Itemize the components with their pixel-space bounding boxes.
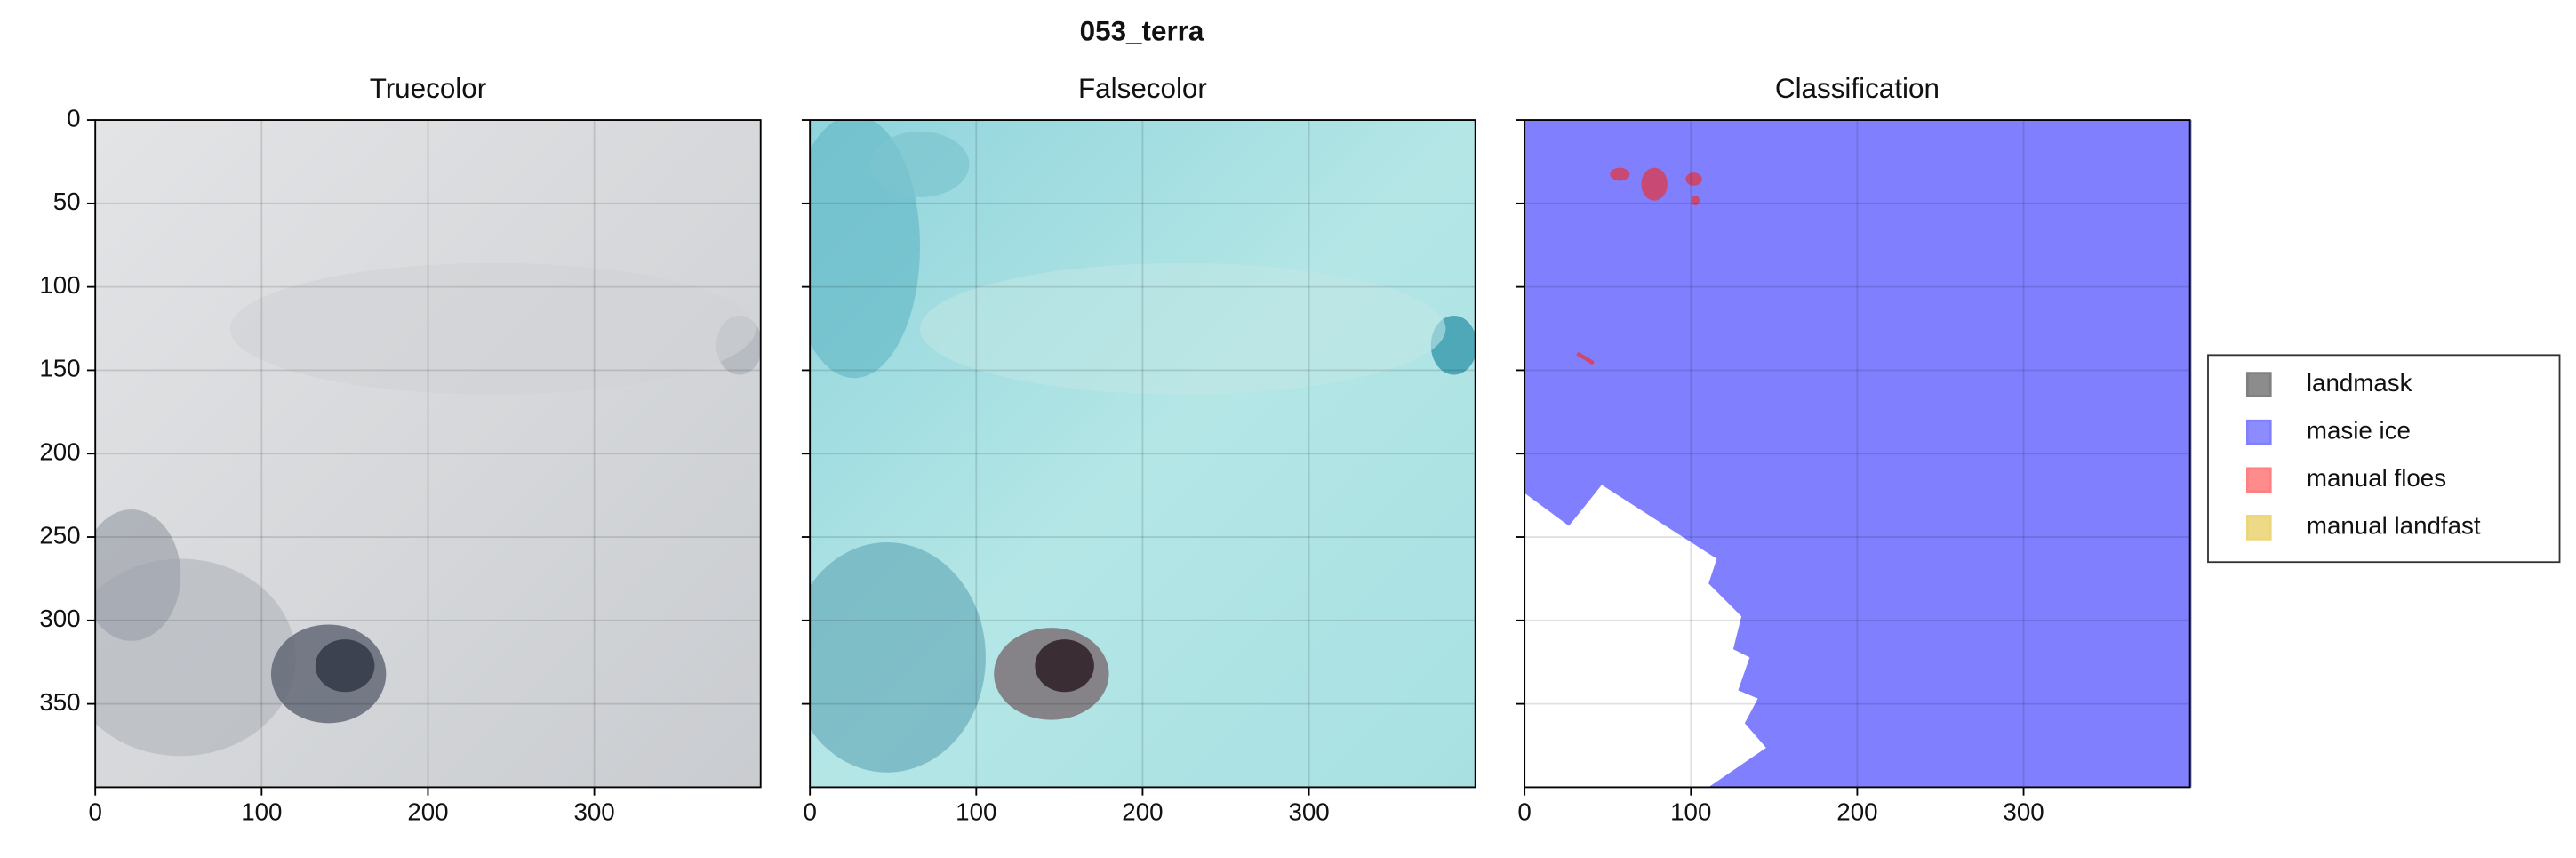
classification-image [1524,120,2192,788]
x-tick-label: 300 [1288,798,1329,825]
x-tick-label: 200 [1836,798,1877,825]
y-tick-label: 100 [39,271,80,299]
legend-label: landmask [2307,369,2412,397]
y-tick-label: 200 [39,438,80,466]
legend-label: manual floes [2307,464,2446,492]
falsecolor-image [810,120,1476,788]
panel-frame [809,119,1476,789]
x-tick-label: 200 [407,798,448,825]
legend-swatch [2245,419,2272,445]
y-tick-label: 300 [39,605,80,632]
panel-title: Truecolor [370,73,486,104]
panel-title: Classification [1775,73,1940,104]
x-tick-label: 200 [1122,798,1163,825]
panel-frame [1524,119,2191,789]
x-tick-label: 300 [573,798,614,825]
x-tick-label: 0 [803,798,816,825]
x-tick-label: 0 [88,798,101,825]
legend-label: manual landfast [2307,512,2481,540]
panel-title: Falsecolor [1078,73,1207,104]
legend-swatch [2245,467,2272,493]
figure-title: 053_terra [1080,15,1204,46]
x-tick-label: 100 [956,798,996,825]
y-tick-label: 350 [39,688,80,716]
legend-swatch [2245,372,2272,397]
panel-frame [94,119,762,789]
y-tick-label: 0 [67,104,80,132]
x-tick-label: 100 [241,798,282,825]
x-tick-label: 0 [1517,798,1531,825]
x-tick-label: 100 [1670,798,1711,825]
y-tick-label: 150 [39,355,80,382]
x-tick-label: 300 [2003,798,2044,825]
truecolor-image [95,120,761,788]
y-tick-label: 250 [39,521,80,549]
legend-swatch [2245,515,2272,541]
legend-label: masie ice [2307,417,2411,445]
y-tick-label: 50 [53,188,81,215]
